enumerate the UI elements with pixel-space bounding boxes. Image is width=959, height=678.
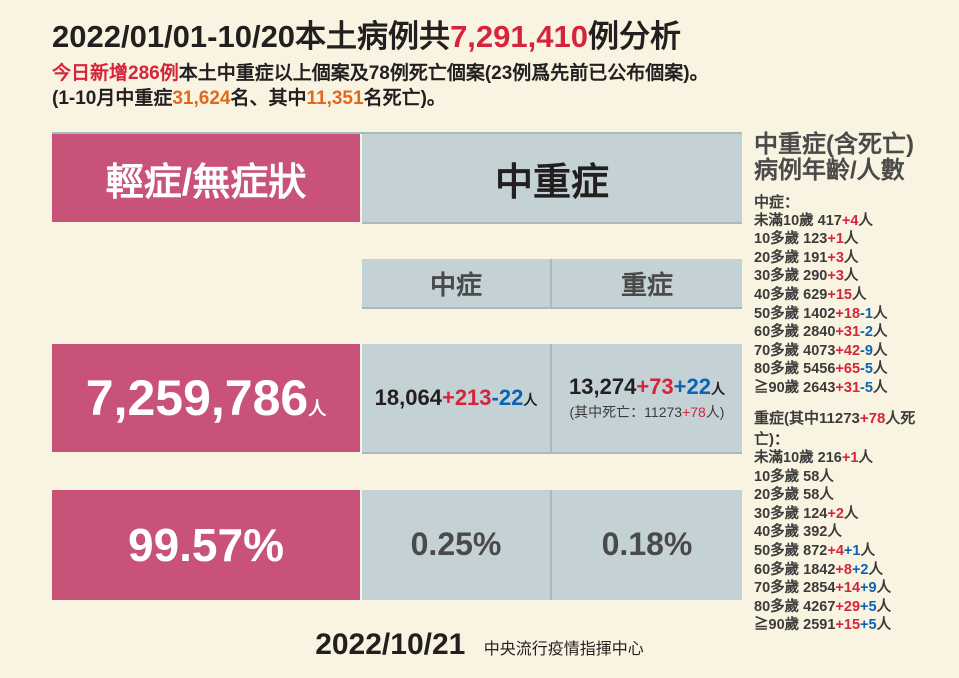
age-breakdown: 中重症(含死亡)病例年齡/人數 中症： 未滿10歲 417+4人10多歲 123… xyxy=(754,132,935,635)
content-row: 輕症/無症狀 中重症 中症 重症 7,259,786人 18,064+213-2… xyxy=(52,132,935,635)
age-row: 未滿10歲 216+1人 xyxy=(754,449,935,468)
side-severe-rows: 未滿10歲 216+1人10多歲 58人20多歲 58人30多歲 124+2人4… xyxy=(754,449,935,634)
mild-unit: 人 xyxy=(308,399,326,419)
sub-l2-mid: 名、其中 xyxy=(230,88,306,109)
severe-base: 13,274 xyxy=(569,374,636,399)
title-pre: 2022/01/01-10/20本土病例共 xyxy=(52,19,450,54)
severe-note: (其中死亡：11273+78人) xyxy=(570,402,725,422)
severe-red: +73 xyxy=(636,374,673,399)
age-row: 30多歲 124+2人 xyxy=(754,505,935,524)
age-row: 60多歲 1842+8+2人 xyxy=(754,561,935,580)
col-modsev-header: 中重症 xyxy=(362,134,742,224)
side-severe-hdr: 重症(其中11273+78人死亡)： xyxy=(754,407,935,449)
footer: 2022/10/21 中央流行疫情指揮中心 xyxy=(0,628,959,662)
sub-l2-o2: 11,351 xyxy=(307,88,364,109)
side-moderate-hdr: 中症： xyxy=(754,191,935,212)
severe-count-cell: 13,274+73+22人 (其中死亡：11273+78人) xyxy=(552,344,742,454)
moderate-base: 18,064 xyxy=(375,385,442,410)
severe-unit: 人 xyxy=(711,381,725,397)
age-row: 10多歲 123+1人 xyxy=(754,230,935,249)
age-row: 10多歲 58人 xyxy=(754,468,935,487)
page-title: 2022/01/01-10/20本土病例共7,291,410例分析 xyxy=(52,18,935,57)
age-row: 50多歲 872+4+1人 xyxy=(754,542,935,561)
title-red: 7,291,410 xyxy=(450,19,588,54)
severe-pct: 0.18% xyxy=(552,490,742,600)
moderate-red: +213 xyxy=(442,385,492,410)
moderate-unit: 人 xyxy=(523,392,537,408)
footer-source: 中央流行疫情指揮中心 xyxy=(484,635,644,659)
age-row: 50多歲 1402+18-1人 xyxy=(754,305,935,324)
age-row: 70多歲 4073+42-9人 xyxy=(754,342,935,361)
mild-count: 7,259,786 xyxy=(86,370,308,426)
age-row: 40多歲 629+15人 xyxy=(754,286,935,305)
age-row: 60多歲 2840+31-2人 xyxy=(754,323,935,342)
age-row: 30多歲 290+3人 xyxy=(754,267,935,286)
sub-l2-o1: 31,624 xyxy=(172,88,230,109)
sub-l1-black: 本土中重症以上個案及78例死亡個案(23例爲先前已公布個案)。 xyxy=(179,63,709,84)
age-row: 20多歲 191+3人 xyxy=(754,249,935,268)
moderate-count-cell: 18,064+213-22人 xyxy=(362,344,552,454)
col-mild-header: 輕症/無症狀 xyxy=(52,134,362,224)
footer-date: 2022/10/21 xyxy=(315,628,465,662)
age-row: 80多歲 4267+29+5人 xyxy=(754,598,935,617)
age-row: 70多歲 2854+14+9人 xyxy=(754,579,935,598)
sub-severe: 重症 xyxy=(552,259,742,309)
sub-moderate: 中症 xyxy=(362,259,552,309)
sub-l1-red: 今日新增286例 xyxy=(52,63,179,84)
title-post: 例分析 xyxy=(588,19,681,54)
mild-pct: 99.57% xyxy=(52,490,362,600)
age-row: 20多歲 58人 xyxy=(754,486,935,505)
age-row: 80多歲 5456+65-5人 xyxy=(754,360,935,379)
summary-table: 輕症/無症狀 中重症 中症 重症 7,259,786人 18,064+213-2… xyxy=(52,132,742,635)
side-title: 中重症(含死亡)病例年齡/人數 xyxy=(754,132,935,185)
age-row: ≧90歲 2643+31-5人 xyxy=(754,379,935,398)
age-row: 40多歲 392人 xyxy=(754,523,935,542)
subtitle: 今日新增286例本土中重症以上個案及78例死亡個案(23例爲先前已公布個案)。 … xyxy=(52,61,935,112)
side-moderate-rows: 未滿10歲 417+4人10多歲 123+1人20多歲 191+3人30多歲 2… xyxy=(754,212,935,397)
moderate-blue: -22 xyxy=(492,385,524,410)
moderate-pct: 0.25% xyxy=(362,490,552,600)
sub-l2-pre: (1-10月中重症 xyxy=(52,88,172,109)
age-row: 未滿10歲 417+4人 xyxy=(754,212,935,231)
mild-count-cell: 7,259,786人 xyxy=(52,344,362,454)
severe-blue: +22 xyxy=(674,374,711,399)
sub-l2-post: 名死亡)。 xyxy=(364,88,446,109)
